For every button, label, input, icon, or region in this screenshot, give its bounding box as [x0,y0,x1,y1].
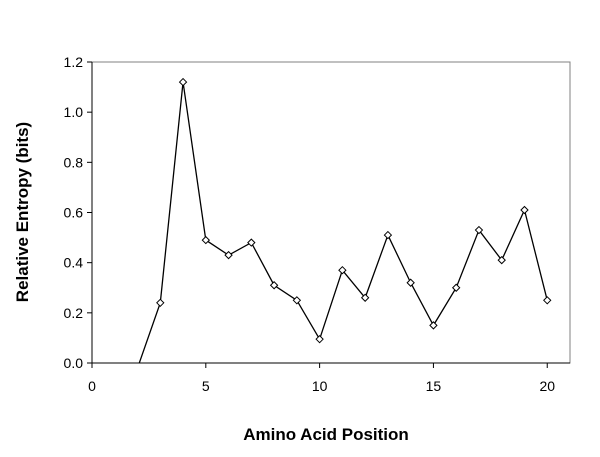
y-tick-label: 0.4 [64,255,84,271]
point-marker [338,265,347,275]
y-tick-label: 0.2 [64,305,84,321]
x-tick-label: 0 [88,378,96,394]
point-marker [360,293,370,302]
point-marker [178,77,188,87]
x-tick-label: 15 [426,378,442,394]
y-axis-title: Relative Entropy (bits) [13,122,32,302]
point-marker [543,296,552,305]
point-marker [315,334,324,344]
point-marker [520,205,529,215]
y-tick-label: 0.0 [64,355,84,371]
x-axis-title: Amino Acid Position [243,425,409,444]
point-marker [429,321,438,330]
point-marker [383,230,393,240]
point-marker [474,225,484,235]
point-marker [451,283,461,292]
point-marker [269,281,279,290]
y-tick-label: 0.8 [64,154,84,170]
y-tick-label: 0.6 [64,205,84,221]
plot-area [91,61,571,364]
point-marker [156,298,165,308]
x-tick-label: 20 [539,378,555,394]
point-marker [406,278,415,287]
point-marker [497,255,506,265]
y-tick-label: 1.0 [64,104,84,120]
point-marker [292,296,302,305]
x-tick-label: 10 [312,378,328,394]
x-tick-label: 5 [202,378,210,394]
point-marker [201,235,211,245]
point-marker [247,238,256,247]
plot [134,77,552,372]
point-marker [134,365,141,372]
y-tick-label: 1.2 [64,54,84,70]
point-marker [224,250,233,260]
